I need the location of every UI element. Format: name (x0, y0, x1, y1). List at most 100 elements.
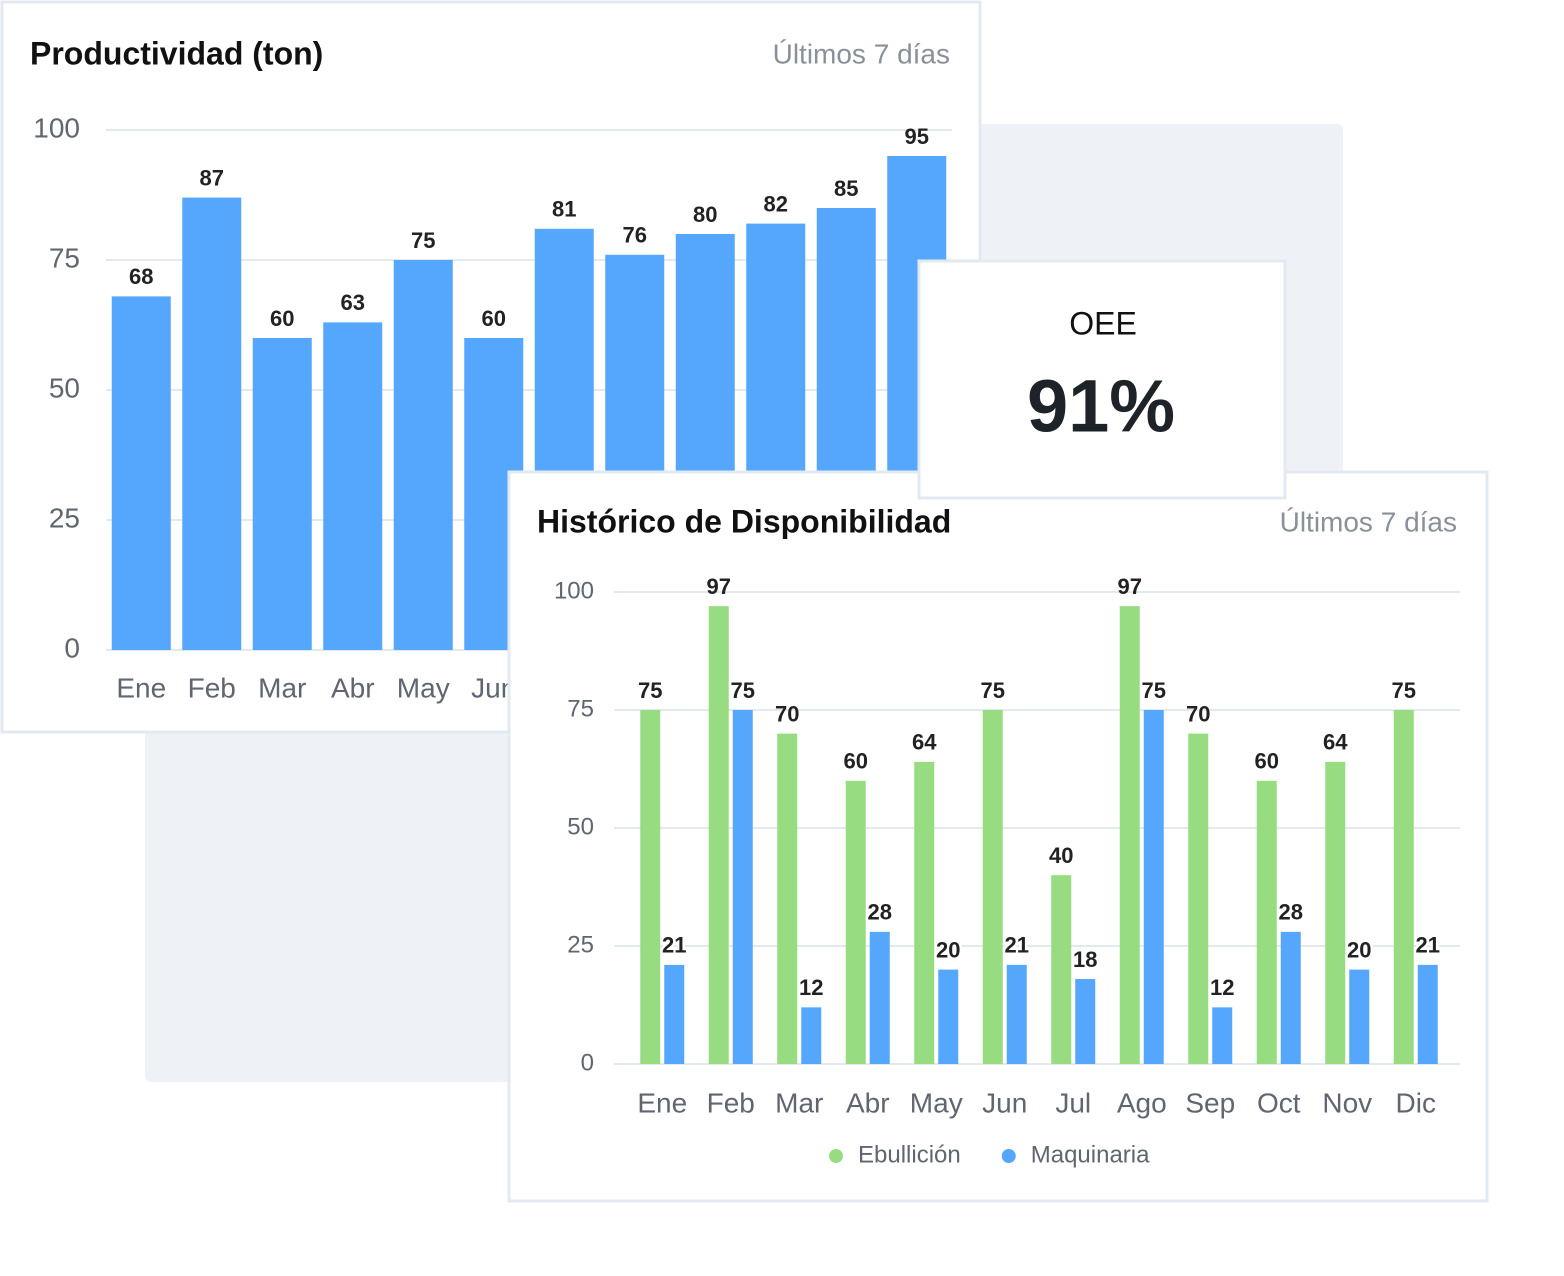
y-tick-label: 50 (567, 813, 594, 840)
value-label: 97 (707, 574, 731, 599)
bar (938, 969, 959, 1064)
bar (393, 260, 453, 650)
x-tick-label: Feb (707, 1087, 755, 1118)
value-label: 40 (1049, 843, 1073, 868)
value-label: 81 (552, 197, 576, 222)
value-label: 87 (200, 165, 224, 190)
x-tick-label: Ago (1117, 1087, 1167, 1118)
value-label: 70 (1186, 701, 1210, 726)
bar (640, 710, 661, 1064)
value-label: 20 (936, 937, 960, 962)
bar (732, 710, 753, 1064)
bar (664, 964, 685, 1064)
x-tick-label: Sep (1185, 1087, 1235, 1118)
bar (1417, 964, 1438, 1064)
y-tick-label: 25 (567, 931, 594, 958)
value-label: 12 (1210, 975, 1234, 1000)
x-tick-label: Ene (116, 672, 166, 703)
bar (1325, 761, 1346, 1064)
value-label: 75 (411, 228, 435, 253)
bar (708, 606, 729, 1064)
availability-card: Histórico de Disponibilidad Últimos 7 dí… (507, 470, 1489, 1203)
x-tick-label: Ene (637, 1087, 687, 1118)
bar (914, 761, 935, 1064)
x-tick-label: Mar (775, 1087, 823, 1118)
value-label: 97 (1118, 574, 1142, 599)
legend-marker (1001, 1149, 1016, 1163)
value-label: 12 (799, 975, 823, 1000)
oee-card: OEE 91% (917, 259, 1287, 500)
value-label: 70 (775, 701, 799, 726)
bar (1280, 931, 1301, 1064)
value-label: 80 (693, 202, 717, 227)
value-label: 21 (1005, 933, 1029, 958)
bar (1143, 710, 1164, 1064)
legend-marker (829, 1149, 843, 1163)
x-tick-label: May (397, 672, 450, 703)
x-tick-label: May (910, 1087, 963, 1118)
value-label: 60 (844, 749, 868, 774)
y-tick-label: 75 (49, 242, 80, 273)
x-tick-label: Oct (1257, 1087, 1301, 1118)
bar (252, 338, 312, 650)
card-title: Productividad (ton) (30, 35, 323, 71)
x-tick-label: Mar (258, 672, 306, 703)
y-tick-label: 0 (581, 1049, 594, 1076)
bar (869, 931, 890, 1064)
value-label: 75 (981, 678, 1005, 703)
bar (1119, 606, 1140, 1064)
y-tick-label: 100 (554, 577, 594, 604)
bar (1393, 710, 1414, 1064)
value-label: 75 (731, 678, 755, 703)
bar (1006, 964, 1027, 1064)
y-tick-label: 25 (49, 502, 80, 533)
value-label: 95 (905, 124, 929, 149)
card-subtitle: Últimos 7 días (773, 38, 950, 69)
bar (777, 733, 798, 1064)
value-label: 68 (129, 264, 153, 289)
value-label: 60 (1255, 749, 1279, 774)
x-tick-label: Abr (331, 672, 375, 703)
x-tick-label: Jun (982, 1087, 1027, 1118)
value-label: 28 (1279, 900, 1303, 925)
kpi-value: 91% (1027, 365, 1175, 448)
legend-label: Maquinaria (1031, 1141, 1150, 1168)
card-subtitle: Últimos 7 días (1280, 506, 1457, 537)
value-label: 28 (868, 900, 892, 925)
value-label: 20 (1347, 937, 1371, 962)
bar (982, 710, 1003, 1064)
bar (1188, 733, 1209, 1064)
value-label: 85 (834, 176, 858, 201)
value-label: 64 (1323, 730, 1348, 755)
bar (111, 296, 171, 650)
bar (1349, 969, 1370, 1064)
x-tick-label: Nov (1322, 1087, 1372, 1118)
bar (1051, 875, 1072, 1064)
kpi-title: OEE (1069, 305, 1137, 341)
x-tick-label: Feb (188, 672, 236, 703)
bar (845, 780, 866, 1064)
value-label: 18 (1073, 947, 1097, 972)
bar (1212, 1007, 1233, 1064)
value-label: 76 (623, 223, 647, 248)
value-label: 64 (912, 730, 937, 755)
value-label: 63 (341, 290, 365, 315)
y-tick-label: 100 (33, 112, 80, 143)
bar (323, 322, 383, 650)
value-label: 21 (1416, 933, 1440, 958)
value-label: 75 (638, 678, 662, 703)
value-label: 75 (1142, 678, 1166, 703)
y-tick-label: 75 (567, 695, 594, 722)
x-tick-label: Dic (1396, 1087, 1436, 1118)
bar (1075, 979, 1096, 1064)
card (917, 259, 1287, 500)
y-tick-label: 0 (64, 632, 80, 663)
bar (801, 1007, 822, 1064)
card-title: Histórico de Disponibilidad (537, 503, 951, 539)
y-tick-label: 50 (49, 372, 80, 403)
legend-label: Ebullición (858, 1141, 961, 1168)
x-tick-label: Jul (1055, 1087, 1091, 1118)
value-label: 82 (764, 191, 788, 216)
